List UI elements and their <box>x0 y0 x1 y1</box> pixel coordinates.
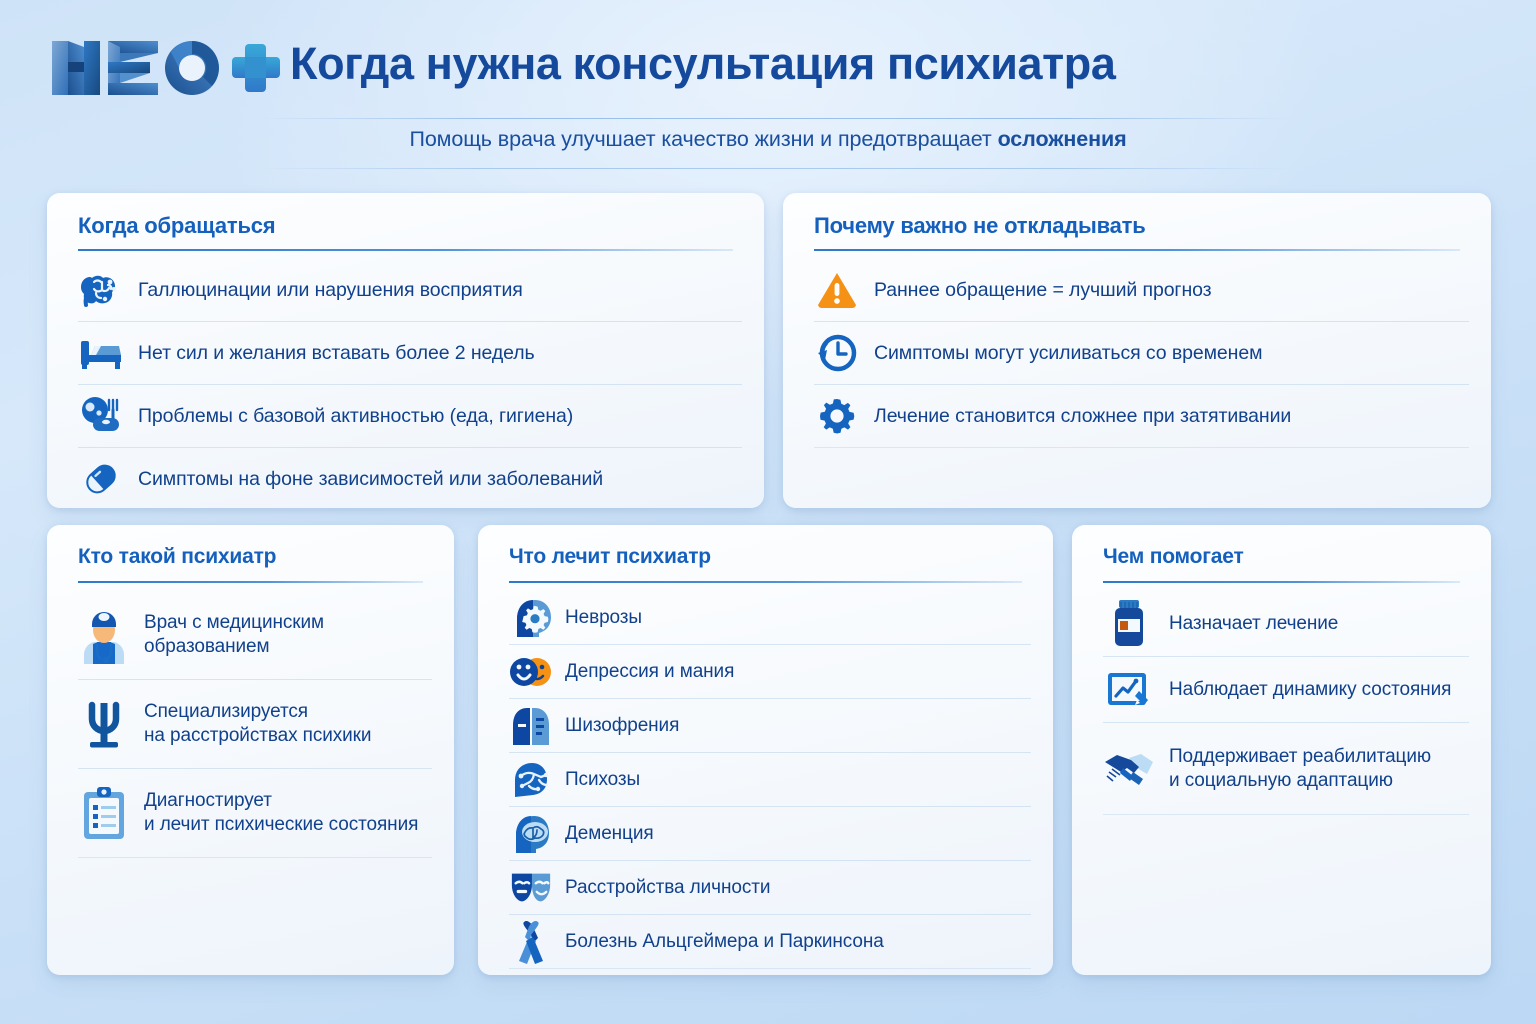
list-item-label: Лечение становится сложнее при затятиван… <box>874 404 1292 427</box>
clipboard-icon <box>78 785 130 841</box>
list-item-label: Болезнь Альцгеймера и Паркинсона <box>565 930 884 952</box>
head-gear-icon <box>509 596 553 640</box>
list-item[interactable]: Неврозы <box>509 591 1031 645</box>
card-why-not-delay: Почему важно не откладывать Раннее обращ… <box>783 193 1491 508</box>
card-title-underline <box>509 581 1022 583</box>
card-how-it-helps: Чем помогает Назначает лечение <box>1072 525 1491 975</box>
label-line-1: Диагностирует <box>144 790 272 812</box>
list-item-label: Раннее обращение = лучший прогноз <box>874 278 1212 301</box>
label-line-2: на расстройствах психики <box>144 725 372 746</box>
card-title-underline <box>78 581 423 583</box>
list-item-label: Специализируется на расстройствах психик… <box>144 700 372 747</box>
card-title: Когда обращаться <box>78 213 276 238</box>
list-item[interactable]: Проблемы с базовой активностью (еда, гиг… <box>78 385 742 448</box>
gear-icon <box>814 393 860 439</box>
list-item[interactable]: Нет сил и желания вставать более 2 недел… <box>78 322 742 385</box>
card-who-is-psychiatrist: Кто такой психиатр Врач с медицинским <box>47 525 454 975</box>
card-title-underline <box>78 249 733 251</box>
page-title: Когда нужна консультация психиатра <box>290 38 1116 89</box>
neo-plus-logo <box>46 33 282 103</box>
list-item-label: Галлюцинации или нарушения восприятия <box>138 278 523 301</box>
card-item-list: Назначает лечение Наблюдает динамику сос… <box>1103 591 1469 815</box>
card-title: Кто такой психиатр <box>78 545 277 568</box>
warning-triangle-icon <box>814 267 860 313</box>
list-item[interactable]: Врач с медицинским образованием <box>78 591 432 680</box>
header-divider-bottom <box>260 168 1290 169</box>
split-heads-icon <box>509 704 553 748</box>
list-item-label: Психозы <box>565 768 641 790</box>
list-item[interactable]: Поддерживает реабилитацию и социальную а… <box>1103 723 1469 815</box>
list-item-label: Расстройства личности <box>565 876 771 898</box>
card-item-list: Раннее обращение = лучший прогноз Симпто… <box>814 259 1469 448</box>
list-item-label: Поддерживает реабилитацию и социальную а… <box>1169 745 1431 792</box>
card-item-list: Неврозы Депрессия и мания <box>509 591 1031 969</box>
list-item-label: Неврозы <box>565 606 642 628</box>
list-item[interactable]: Шизофрения <box>509 699 1031 753</box>
two-faces-icon <box>509 650 553 694</box>
card-title: Что лечит психиатр <box>509 545 711 568</box>
list-item-label: Наблюдает динамику состояния <box>1169 678 1452 700</box>
card-title-underline <box>814 249 1460 251</box>
list-item[interactable]: Психозы <box>509 753 1031 807</box>
list-item[interactable]: Раннее обращение = лучший прогноз <box>814 259 1469 322</box>
label-line-1: Специализируется <box>144 701 308 723</box>
list-item[interactable]: Назначает лечение <box>1103 591 1469 657</box>
list-item-label: Врач с медицинским образованием <box>144 611 324 658</box>
page-subtitle: Помощь врача улучшает качество жизни и п… <box>0 127 1536 152</box>
list-item[interactable]: Наблюдает динамику состояния <box>1103 657 1469 723</box>
theater-masks-icon <box>509 866 553 910</box>
list-item[interactable]: Специализируется на расстройствах психик… <box>78 680 432 769</box>
card-title: Почему важно не откладывать <box>814 213 1146 238</box>
card-item-list: Врач с медицинским образованием Специали… <box>78 591 432 858</box>
awareness-ribbon-icon <box>509 920 553 964</box>
handshake-icon <box>1103 743 1155 795</box>
list-item-label: Проблемы с базовой активностью (еда, гиг… <box>138 404 574 427</box>
page-header: Когда нужна консультация психиатра Помощ… <box>0 0 1536 175</box>
list-item[interactable]: Лечение становится сложнее при затятиван… <box>814 385 1469 448</box>
clock-icon <box>814 330 860 376</box>
psychosis-head-icon <box>509 758 553 802</box>
list-item-label: Симптомы на фоне зависимостей или заболе… <box>138 467 604 490</box>
subtitle-text: Помощь врача улучшает качество жизни и п… <box>409 127 998 151</box>
brain-icon <box>78 267 124 313</box>
card-item-list: Галлюцинации или нарушения восприятия Не… <box>78 259 742 511</box>
list-item[interactable]: Симптомы могут усиливаться со временем <box>814 322 1469 385</box>
doctor-avatar-icon <box>78 607 130 664</box>
capsule-icon <box>78 456 124 502</box>
list-item-label: Депрессия и мания <box>565 660 735 682</box>
list-item-label: Назначает лечение <box>1169 612 1339 634</box>
subtitle-accent: осложнения <box>997 127 1127 151</box>
list-item-label: Диагностирует и лечит психические состоя… <box>144 789 418 836</box>
label-line-1: Врач с медицинским <box>144 612 324 634</box>
card-what-psychiatrist-treats: Что лечит психиатр Неврозы <box>478 525 1053 975</box>
list-item[interactable]: Симптомы на фоне зависимостей или заболе… <box>78 448 742 511</box>
label-line-2: и социальную адаптацию <box>1169 769 1393 791</box>
pill-bottle-icon <box>1103 598 1155 650</box>
list-item[interactable]: Болезнь Альцгеймера и Паркинсона <box>509 915 1031 969</box>
label-line-1: Поддерживает реабилитацию <box>1169 745 1431 767</box>
list-item[interactable]: Деменция <box>509 807 1031 861</box>
card-title: Чем помогает <box>1103 545 1244 568</box>
label-line-2: и лечит психические состояния <box>144 814 419 835</box>
header-divider-top <box>260 118 1290 119</box>
bed-icon <box>78 330 124 376</box>
meal-icon <box>78 393 124 439</box>
list-item[interactable]: Расстройства личности <box>509 861 1031 915</box>
chart-board-icon <box>1103 664 1155 716</box>
list-item-label: Шизофрения <box>565 714 680 736</box>
list-item[interactable]: Диагностирует и лечит психические состоя… <box>78 769 432 858</box>
psi-symbol-icon <box>78 696 130 752</box>
list-item[interactable]: Депрессия и мания <box>509 645 1031 699</box>
brain-head-icon <box>509 812 553 856</box>
list-item[interactable]: Галлюцинации или нарушения восприятия <box>78 259 742 322</box>
card-title-underline <box>1103 581 1460 583</box>
list-item-label: Нет сил и желания вставать более 2 недел… <box>138 341 535 364</box>
list-item-label: Симптомы могут усиливаться со временем <box>874 341 1263 364</box>
label-line-2: образованием <box>144 636 270 657</box>
card-when-to-seek-help: Когда обращаться Галлюцинации или наруше… <box>47 193 764 511</box>
list-item-label: Деменция <box>565 822 654 844</box>
